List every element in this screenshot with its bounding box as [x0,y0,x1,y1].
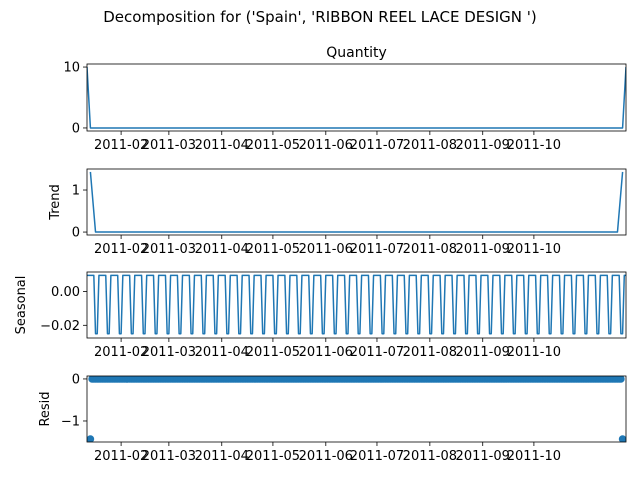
resid-outlier-point [87,435,95,442]
x-tick-label: 2011-04 [195,242,249,257]
resid-outlier-point [618,435,626,442]
axes-frame [86,63,627,132]
figure-suptitle: Decomposition for ('Spain', 'RIBBON REEL… [103,8,537,26]
x-tick-label: 2011-04 [195,138,249,153]
x-tick-label: 2011-09 [456,449,510,464]
x-tick-label: 2011-02 [94,449,148,464]
x-tick-label: 2011-08 [403,242,457,257]
x-tick-label: 2011-05 [246,242,300,257]
x-tick-label: 2011-08 [403,345,457,360]
panel-trend: 012011-022011-032011-042011-052011-06201… [48,168,627,257]
x-tick-label: 2011-06 [299,449,353,464]
x-tick-label: 2011-10 [507,138,561,153]
y-tick-label: 0.00 [51,285,80,300]
x-tick-label: 2011-05 [246,449,300,464]
x-tick-label: 2011-10 [507,345,561,360]
panel-resid: 0−12011-022011-032011-042011-052011-0620… [38,372,627,464]
panel-title: Quantity [326,45,387,61]
panel-seasonal: 0.00−0.022011-022011-032011-042011-05201… [14,271,627,360]
x-tick-label: 2011-09 [456,242,510,257]
series-line [87,67,626,129]
plot-area [87,67,626,129]
x-tick-label: 2011-03 [142,242,196,257]
y-tick-label: −0.02 [40,319,80,334]
x-tick-label: 2011-06 [299,345,353,360]
plot-area [87,274,626,335]
seasonal-line [87,274,626,335]
x-tick-label: 2011-04 [195,449,249,464]
panel-observed: 0102011-022011-032011-042011-052011-0620… [63,45,627,153]
y-tick-label: −1 [61,414,80,429]
x-tick-label: 2011-05 [246,138,300,153]
x-tick-label: 2011-08 [403,449,457,464]
x-tick-label: 2011-07 [350,449,404,464]
x-tick-label: 2011-07 [350,242,404,257]
x-tick-label: 2011-03 [142,449,196,464]
x-tick-label: 2011-02 [94,345,148,360]
x-tick-label: 2011-06 [299,138,353,153]
plot-area [87,376,626,442]
y-tick-label: 0 [72,372,80,387]
x-tick-label: 2011-05 [246,345,300,360]
y-tick-label: 10 [63,61,80,76]
y-axis-label: Seasonal [14,276,29,335]
y-tick-label: 0 [72,226,80,241]
series-line [89,171,624,233]
x-tick-label: 2011-02 [94,242,148,257]
x-tick-label: 2011-08 [403,138,457,153]
x-tick-label: 2011-07 [350,345,404,360]
y-tick-label: 0 [72,121,80,136]
x-tick-label: 2011-09 [456,345,510,360]
x-tick-label: 2011-03 [142,345,196,360]
axes-frame [86,168,627,236]
x-tick-label: 2011-07 [350,138,404,153]
x-tick-label: 2011-10 [507,242,561,257]
y-axis-label: Resid [38,391,53,426]
x-tick-label: 2011-09 [456,138,510,153]
y-tick-label: 1 [72,184,80,199]
x-tick-label: 2011-02 [94,138,148,153]
axes-frame [86,375,627,443]
plot-area [89,171,624,233]
y-axis-label: Trend [48,184,63,221]
x-tick-label: 2011-04 [195,345,249,360]
x-tick-label: 2011-06 [299,242,353,257]
resid-point [617,376,625,383]
x-tick-label: 2011-10 [507,449,561,464]
axes-frame [86,271,627,339]
x-tick-label: 2011-03 [142,138,196,153]
